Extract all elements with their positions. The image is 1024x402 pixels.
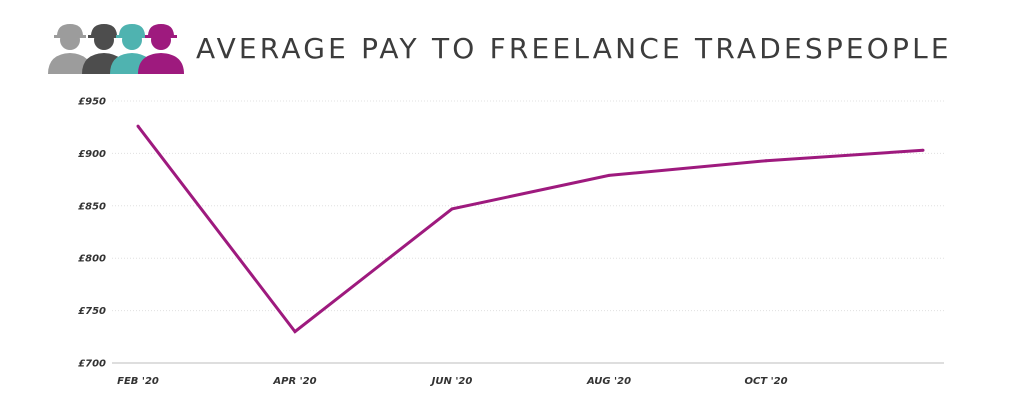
data-point	[293, 330, 297, 334]
y-tick-label: £950	[78, 97, 106, 108]
data-point	[136, 124, 140, 128]
gridlines	[112, 100, 944, 364]
data-point	[450, 207, 454, 211]
data-point	[921, 148, 925, 152]
x-tick-label: OCT '20	[744, 376, 787, 387]
y-tick-label: £850	[78, 201, 106, 212]
y-tick-label: £700	[78, 359, 106, 370]
chart-header: AVERAGE PAY TO FREELANCE TRADESPEOPLE	[46, 20, 1006, 74]
data-point	[607, 173, 611, 177]
x-axis-tick-labels: FEB '20 APR '20 JUN '20 AUG '20 OCT '20	[117, 376, 787, 387]
y-tick-label: £800	[78, 254, 106, 265]
x-tick-label: APR '20	[272, 376, 316, 387]
tradespeople-group-icon	[48, 24, 184, 74]
y-axis-tick-labels: £950 £900 £850 £800 £750 £700	[78, 97, 106, 370]
worker-gray-icon	[48, 24, 92, 74]
series-line	[136, 125, 924, 334]
x-tick-label: JUN '20	[430, 376, 473, 387]
x-tick-label: AUG '20	[586, 376, 631, 387]
chart-title: AVERAGE PAY TO FREELANCE TRADESPEOPLE	[196, 32, 952, 65]
series-lines	[136, 124, 925, 334]
worker-magenta-icon	[138, 24, 184, 74]
x-tick-label: FEB '20	[117, 376, 159, 387]
y-tick-label: £750	[78, 306, 106, 317]
data-point	[764, 159, 768, 163]
y-tick-label: £900	[78, 149, 106, 160]
